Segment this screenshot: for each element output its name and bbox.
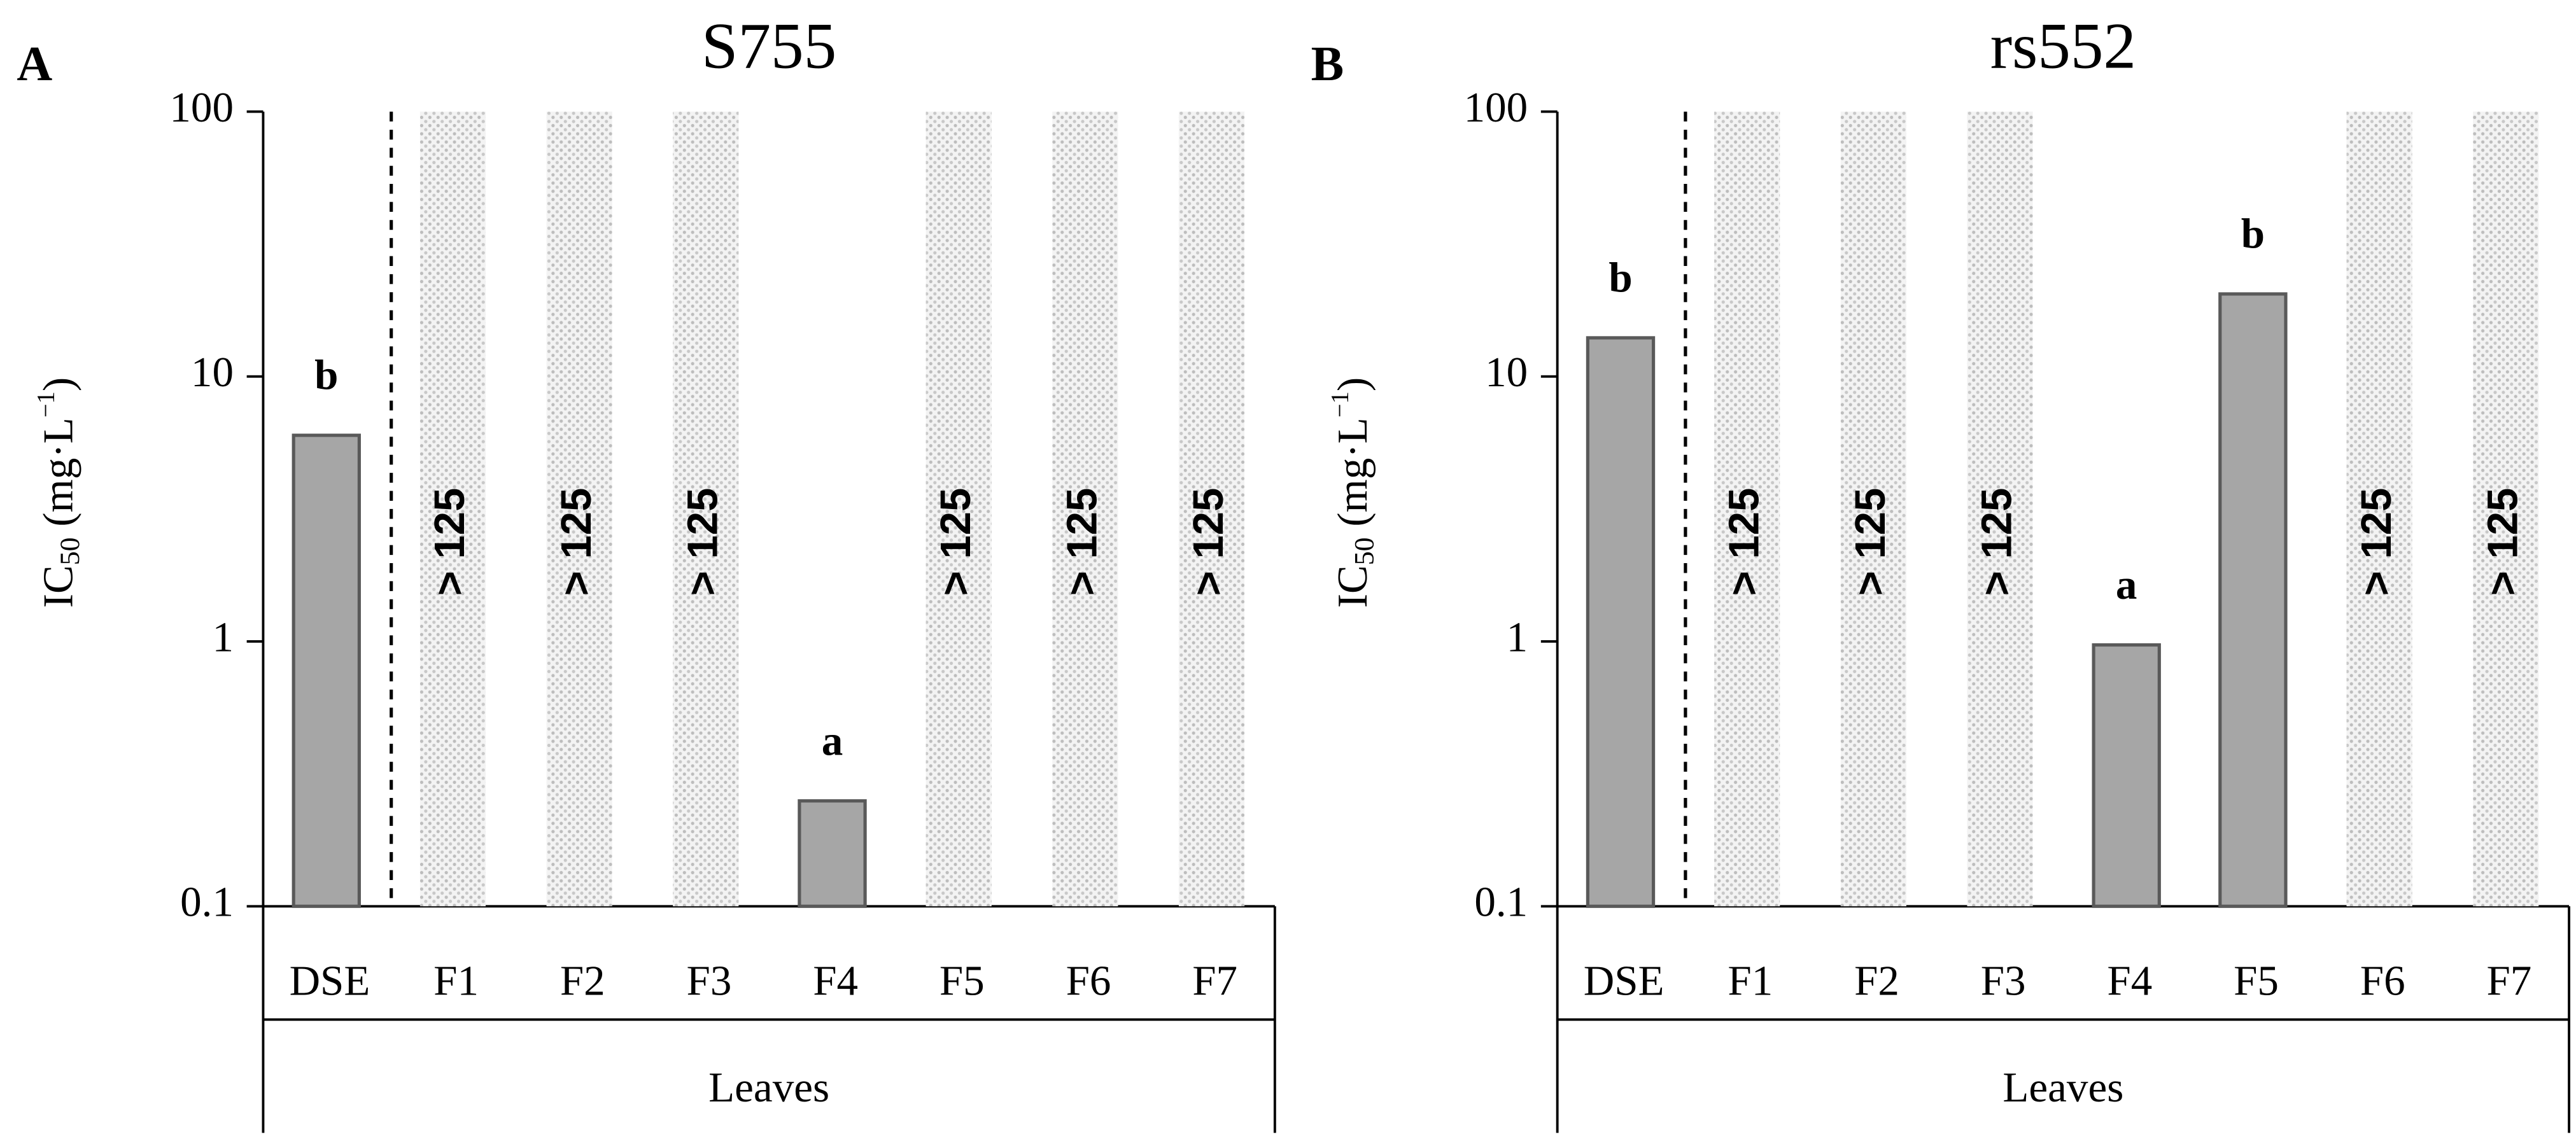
y-axis-label: IC50 (mg·L−1) — [1327, 377, 1380, 608]
overflow-bar — [1178, 111, 1245, 907]
group-label: Leaves — [708, 1063, 829, 1111]
overflow-bar — [673, 111, 739, 907]
overflow-label: > 125 — [1973, 488, 2021, 596]
x-tick-label: F1 — [1728, 957, 1773, 1005]
overflow-bar — [419, 111, 486, 907]
significance-letter: a — [822, 716, 843, 764]
y-tick-label: 100 — [1464, 83, 1528, 131]
overflow-label: > 125 — [1059, 488, 1106, 596]
overflow-bar — [1840, 111, 1906, 907]
y-tick-label: 10 — [1485, 348, 1528, 396]
overflow-bar — [546, 111, 612, 907]
y-label-end: ) — [34, 377, 82, 391]
group-label: Leaves — [2002, 1063, 2123, 1111]
overflow-bar — [1967, 111, 2033, 907]
significance-letter: a — [2116, 561, 2137, 608]
x-tick-label: F7 — [1192, 957, 1237, 1005]
y-tick-label: 1 — [212, 613, 234, 660]
significance-letter: b — [1608, 254, 1632, 302]
y-label-unit: (mg·L — [34, 417, 82, 537]
overflow-bar — [2346, 111, 2412, 907]
significance-letter: b — [2241, 210, 2265, 258]
y-label-sup: −1 — [1327, 391, 1354, 417]
overflow-label: > 125 — [2353, 488, 2400, 596]
overflow-label: > 125 — [1847, 488, 1894, 596]
y-label-sub: 50 — [1349, 537, 1379, 565]
bar — [2218, 292, 2288, 908]
overflow-label: > 125 — [932, 488, 980, 596]
y-label-sup: −1 — [32, 391, 59, 417]
y-tick-label: 0.1 — [180, 878, 234, 926]
y-label-base: IC — [34, 565, 82, 608]
x-tick-label: F5 — [940, 957, 985, 1005]
y-tick-label: 1 — [1507, 613, 1528, 660]
y-tick-label: 100 — [169, 83, 234, 131]
x-tick-label: F2 — [1854, 957, 1899, 1005]
bar — [798, 799, 867, 908]
x-tick-label: DSE — [290, 957, 370, 1005]
x-tick-label: F3 — [687, 957, 732, 1005]
overflow-label: > 125 — [679, 488, 727, 596]
overflow-bar — [1714, 111, 1780, 907]
x-tick-label: F7 — [2486, 957, 2531, 1005]
bar — [292, 433, 361, 908]
y-axis-label: IC50 (mg·L−1) — [32, 377, 85, 608]
y-tick-label: 10 — [191, 348, 234, 396]
overflow-bar — [926, 111, 992, 907]
bar — [2092, 643, 2161, 908]
x-tick-label: F2 — [560, 957, 605, 1005]
x-tick-label: F1 — [433, 957, 479, 1005]
y-label-sub: 50 — [55, 537, 85, 565]
x-tick-label: F6 — [2360, 957, 2405, 1005]
x-tick-label: F5 — [2234, 957, 2279, 1005]
panel-letter: A — [17, 36, 52, 91]
overflow-label: > 125 — [2479, 488, 2526, 596]
y-tick-label: 0.1 — [1474, 878, 1528, 926]
x-tick-label: DSE — [1584, 957, 1665, 1005]
x-tick-label: F4 — [2107, 957, 2152, 1005]
x-tick-label: F3 — [1981, 957, 2026, 1005]
y-label-base: IC — [1328, 565, 1376, 608]
significance-letter: b — [314, 351, 338, 399]
chart-title: S755 — [701, 10, 836, 82]
overflow-label: > 125 — [553, 488, 600, 596]
overflow-label: > 125 — [1720, 488, 1768, 596]
y-label-unit: (mg·L — [1328, 417, 1376, 537]
x-tick-label: F6 — [1066, 957, 1111, 1005]
x-tick-label: F4 — [813, 957, 858, 1005]
panel-letter: B — [1311, 36, 1344, 91]
overflow-bar — [1052, 111, 1118, 907]
chart-title: rs552 — [1990, 10, 2136, 82]
overflow-bar — [2473, 111, 2539, 907]
overflow-label: > 125 — [426, 488, 474, 596]
overflow-label: > 125 — [1185, 488, 1232, 596]
bar — [1586, 336, 1656, 908]
y-label-end: ) — [1328, 377, 1376, 391]
